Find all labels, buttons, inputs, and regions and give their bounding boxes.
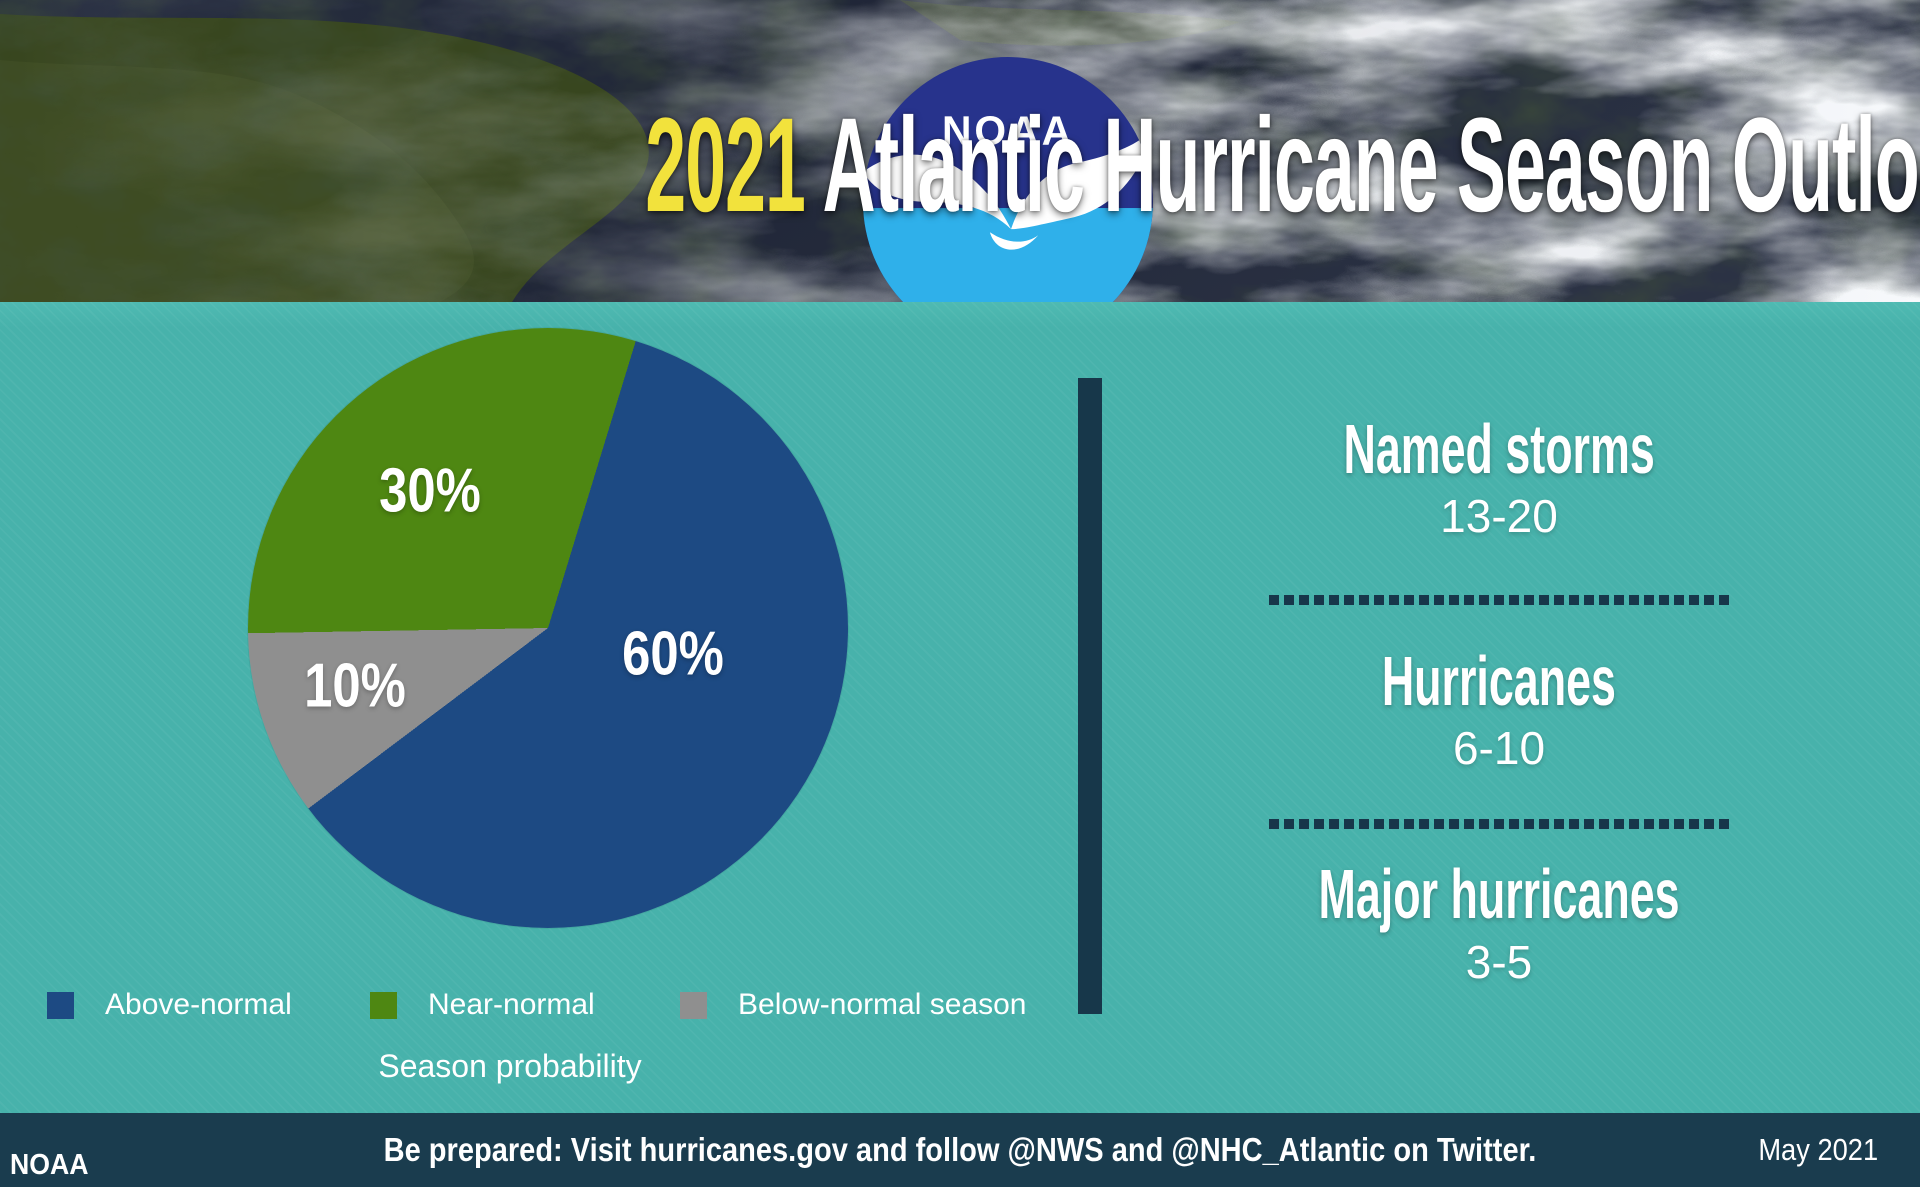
stat-hurricanes-range: 6-10 [1452,722,1546,774]
stat-major-hurricanes-label: Major hurricanes [1318,855,1680,933]
footer-org: NOAA [10,1149,89,1181]
page-title: 2021 Atlantic Hurricane Season Outlook [90,95,1920,237]
chart-title: Season probability [378,1048,642,1084]
legend-item-below-normal: Below-normal season [680,988,1026,1022]
footer-date: May 2021 [1758,1132,1878,1167]
footer-message: Be prepared: Visit hurricanes.gov and fo… [383,1131,1537,1168]
title-rest: Atlantic Hurricane Season Outlook [822,91,1920,240]
dotted-separator-2 [1269,819,1729,829]
gull-left-wing-icon [863,154,1012,230]
footer-bar: NOAA Be prepared: Visit hurricanes.gov a… [0,1113,1920,1187]
stat-major-hurricanes-range: 3-5 [1465,936,1533,988]
page-title-text: 2021 Atlantic Hurricane Season Outlook [645,95,1920,237]
satellite-background [0,0,1920,302]
gull-right-wing-icon [1011,129,1153,230]
title-year: 2021 [645,91,806,240]
legend-label-below-normal: Below-normal season [738,988,1027,1021]
pie-chart: 60% 30% 10% [248,328,848,928]
stat-hurricanes-label: Hurricanes [1381,642,1617,720]
legend-item-near-normal: Near-normal [370,988,595,1022]
legend-swatch-near-normal [370,991,397,1019]
noaa-logo-text: NOAA [942,108,1074,154]
stat-named-storms-label: Named storms [1343,410,1655,488]
legend-label-near-normal: Near-normal [428,988,595,1021]
pie-label-near-normal: 30% [379,456,481,526]
pie-label-below-normal: 10% [304,651,406,721]
pie-label-above-normal: 60% [622,619,724,689]
satellite-header: NOAA 2021 Atlantic Hurricane Season Outlo… [0,0,1920,302]
vertical-divider [1078,378,1102,1014]
gull-tail-icon [989,232,1039,250]
legend-swatch-above-normal [47,991,74,1019]
legend-item-above-normal: Above-normal [47,988,292,1022]
legend-swatch-below-normal [680,991,707,1019]
legend-label-above-normal: Above-normal [105,988,292,1021]
dotted-separator-1 [1269,595,1729,605]
noaa-logo: NOAA [863,57,1153,302]
stat-named-storms-range: 13-20 [1440,490,1558,542]
